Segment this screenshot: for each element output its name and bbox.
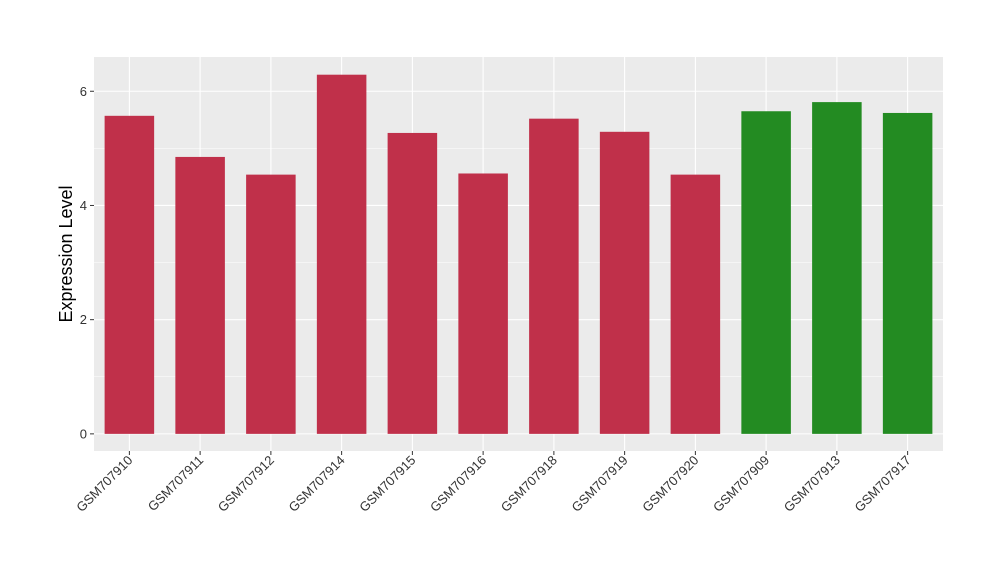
- x-tick-label: GSM707912: [215, 453, 277, 515]
- bar-GSM707913: [812, 102, 862, 434]
- y-tick-label: 4: [80, 198, 87, 213]
- plot-panel: [94, 57, 943, 451]
- bar-GSM707916: [458, 173, 508, 434]
- x-tick-label: GSM707910: [73, 453, 135, 515]
- x-tick-label: GSM707915: [356, 453, 418, 515]
- y-tick-label: 2: [80, 312, 87, 327]
- bar-GSM707910: [104, 115, 155, 434]
- bar-GSM707912: [246, 174, 296, 434]
- bar-GSM707914: [316, 74, 367, 434]
- y-tick-label: 6: [80, 84, 87, 99]
- y-axis: 0 2 4 6: [80, 84, 94, 441]
- y-tick-label: 0: [80, 426, 87, 441]
- bar-GSM707917: [882, 112, 933, 434]
- x-tick-label: GSM707914: [286, 453, 348, 515]
- x-axis: GSM707910 GSM707911 GSM707912 GSM707914 GSM7…: [73, 451, 914, 515]
- bar-GSM707915: [387, 132, 438, 434]
- bar-GSM707909: [741, 111, 791, 434]
- x-tick-label: GSM707919: [569, 453, 631, 515]
- x-tick-label: GSM707917: [852, 453, 914, 515]
- bar-GSM707919: [599, 131, 650, 434]
- x-tick-label: GSM707913: [781, 453, 843, 515]
- bar-GSM707911: [175, 156, 225, 434]
- x-tick-label: GSM707916: [427, 453, 489, 515]
- bar-GSM707920: [670, 174, 721, 434]
- x-tick-label: GSM707909: [710, 453, 772, 515]
- bar-GSM707918: [529, 118, 579, 434]
- y-axis-title: Expression Level: [56, 185, 76, 322]
- bars: [104, 74, 933, 434]
- x-tick-label: GSM707911: [145, 453, 207, 515]
- x-tick-label: GSM707918: [498, 453, 560, 515]
- x-tick-label: GSM707920: [639, 453, 701, 515]
